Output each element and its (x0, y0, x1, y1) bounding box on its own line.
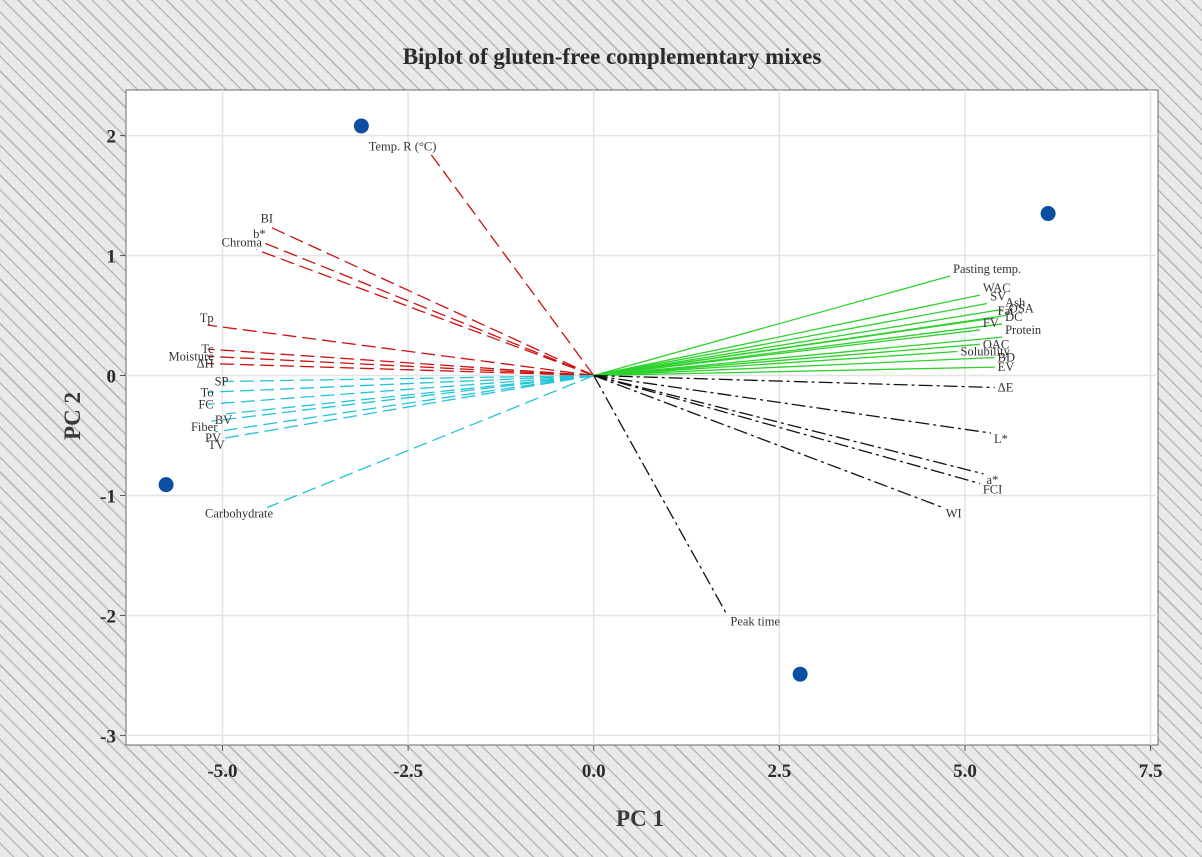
loading-label: DC (1005, 310, 1022, 324)
y-tick-label: -1 (100, 486, 116, 507)
loading-label: a* (987, 473, 999, 487)
loading-label: SV (990, 290, 1006, 304)
loading-vector (593, 343, 980, 377)
loading-vector (218, 374, 594, 440)
y-axis-title: PC 2 (60, 392, 85, 440)
y-tick-label: -3 (100, 726, 116, 747)
gridlines (126, 90, 1158, 745)
loading-label: Fat (998, 304, 1015, 318)
loading-label: WAC (983, 281, 1011, 295)
loading-vector (593, 350, 958, 377)
loading-vector (207, 362, 594, 377)
loading-label: Tp (200, 311, 214, 325)
score-point (792, 666, 808, 682)
loading-label: b* (253, 227, 266, 241)
loading-vector (266, 374, 594, 509)
loading-label: Peak time (730, 614, 780, 628)
loading-label: BV (215, 413, 232, 427)
y-tick-label: -2 (100, 606, 116, 627)
loading-vector (593, 374, 980, 485)
loading-vector (429, 153, 595, 376)
x-tick-label: -5.0 (207, 761, 237, 782)
chart-title: Biplot of gluten-free complementary mixe… (403, 44, 822, 69)
plot-panel (125, 89, 1159, 746)
y-tick-label: 0 (107, 367, 117, 388)
loading-vector (593, 374, 995, 389)
loading-vector (255, 248, 594, 377)
x-tick-label: 7.5 (1139, 761, 1163, 782)
loading-label: FC (198, 397, 213, 411)
score-point (1040, 206, 1056, 222)
loading-vector (593, 374, 984, 475)
x-tick-label: 5.0 (953, 761, 977, 782)
loading-vector (226, 374, 594, 415)
loading-label: ΔE (998, 381, 1014, 395)
loading-label: BD (998, 351, 1015, 365)
loading-label: Temp. R (°C) (369, 140, 437, 154)
x-tick-label: 2.5 (767, 761, 791, 782)
loading-vector (593, 375, 728, 616)
loading-label: EV (998, 360, 1015, 374)
loading-vector (593, 317, 995, 377)
loading-vector (593, 329, 980, 377)
loading-label: Fiber (191, 420, 218, 434)
y-tick-label: 1 (107, 247, 117, 268)
loading-label: To (201, 385, 214, 399)
loading-label: WI (946, 506, 962, 520)
loading-label: Solubility (961, 345, 1011, 359)
loading-vector (207, 374, 594, 393)
score-point (353, 118, 369, 134)
loading-vector (593, 302, 988, 377)
loading-label: FV (983, 316, 999, 330)
loading-vector (207, 374, 594, 405)
loading-label: Ash (1005, 296, 1026, 310)
loading-vector (259, 240, 594, 377)
x-axis-title: PC 1 (616, 806, 664, 831)
loading-vector (593, 336, 1003, 377)
loading-label: L* (994, 432, 1008, 446)
loading-vector (593, 366, 995, 377)
loading-label: ΔH (197, 357, 214, 371)
loading-label: BI (261, 212, 274, 226)
loading-vector (593, 374, 943, 509)
loading-label: OSA (1009, 302, 1034, 316)
loading-vector (593, 275, 951, 377)
y-tick-label: 2 (107, 127, 117, 148)
axis-ticks: -5.0 -2.5 0.0 2.5 5.0 7.5 -3 -2 -1 0 1 2 (100, 127, 1162, 782)
loading-vector (207, 355, 594, 377)
loading-vector (207, 324, 594, 377)
x-tick-label: 0.0 (582, 761, 606, 782)
loading-label: Carbohydrate (205, 506, 273, 520)
loading-label: OAC (983, 337, 1009, 351)
loading-vector (211, 374, 594, 422)
loading-vector (593, 308, 1003, 377)
loading-vector (593, 374, 992, 434)
loading-vector (593, 356, 995, 377)
loading-label: Pasting temp. (953, 262, 1021, 276)
x-tick-label: -2.5 (393, 761, 423, 782)
loading-label: PV (205, 431, 221, 445)
loading-label: Tc (201, 342, 214, 356)
loading-vectors (207, 153, 1006, 616)
loading-label: SP (215, 375, 229, 389)
score-points (158, 118, 1056, 682)
loading-label: Protein (1005, 323, 1042, 337)
loading-label: Chroma (222, 236, 263, 250)
loading-labels: Temp. R (°C) BIb*Chroma Tp TcMoistureΔHSPTo… (169, 140, 1042, 629)
score-point (158, 477, 174, 493)
loading-vector (214, 374, 594, 433)
loading-label: Moisture (169, 349, 215, 363)
loading-label: TV (208, 438, 225, 452)
loading-vector (207, 348, 594, 377)
loading-label: FCI (983, 482, 1002, 496)
loading-vector (593, 294, 980, 377)
loading-vector (222, 374, 594, 383)
